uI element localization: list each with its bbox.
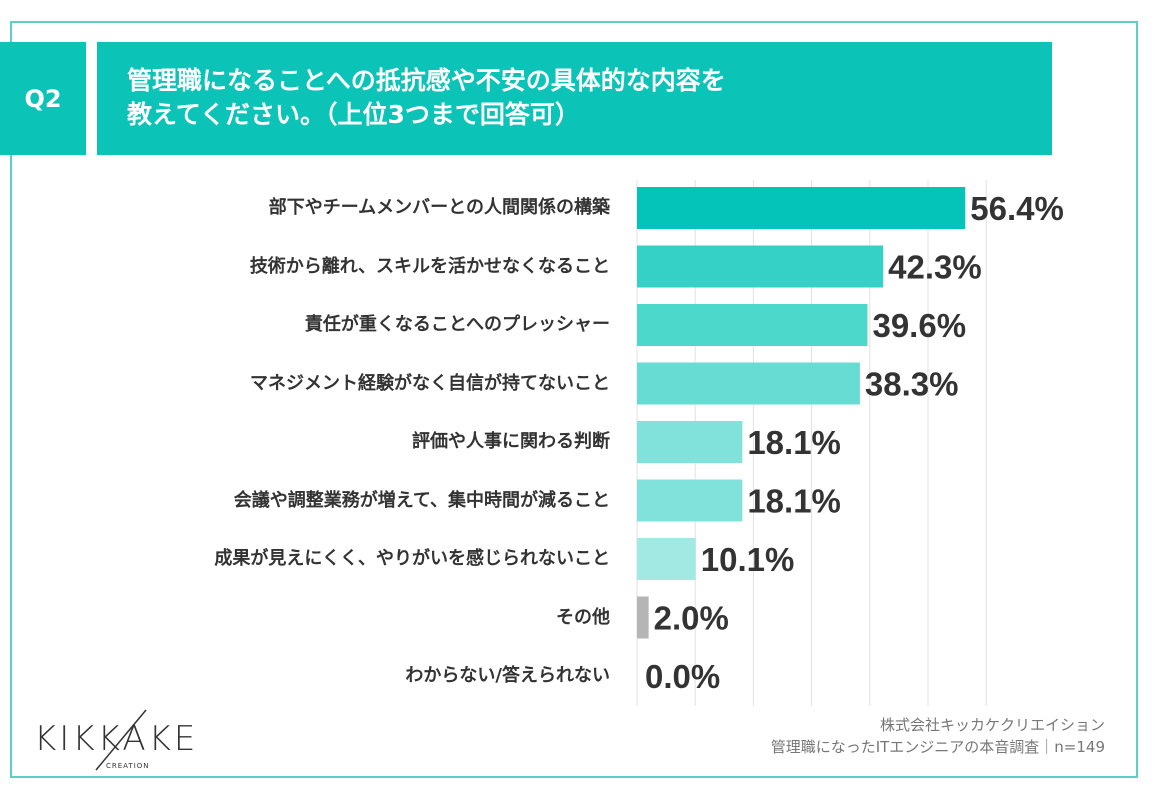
question-number: Q2: [0, 42, 86, 155]
bar: [637, 304, 868, 346]
value-label: 56.4%: [970, 190, 1064, 227]
category-label: 責任が重くなることへのプレッシャー: [304, 314, 610, 335]
bar: [637, 187, 966, 229]
title-line-2: 教えてください。（上位3つまで回答可）: [127, 100, 580, 129]
category-label: 成果が見えにくく、やりがいを感じられないこと: [214, 548, 610, 569]
bar: [637, 479, 743, 522]
category-label: わからない/答えられない: [405, 665, 610, 686]
bar: [637, 362, 860, 405]
source-note: 株式会社キッカケクリエイション 管理職になったITエンジニアの本音調査｜n=14…: [771, 714, 1105, 758]
category-label: 技術から離れ、スキルを活かせなくなること: [249, 255, 610, 277]
value-label: 18.1%: [747, 483, 841, 520]
bar: [637, 538, 696, 580]
value-label: 38.3%: [865, 366, 959, 403]
svg-text:KIKKAKE: KIKKAKE: [34, 719, 198, 759]
value-label: 10.1%: [701, 541, 795, 578]
bar: [637, 421, 743, 463]
value-label: 42.3%: [888, 249, 982, 286]
kikkake-logo: KIKKAKE CREATION: [34, 709, 198, 771]
bar: [637, 245, 884, 288]
question-title: 管理職になることへの抵抗感や不安の具体的な内容を 教えてください。（上位3つまで…: [97, 42, 1052, 155]
category-label: マネジメント経験がなく自信が持てないこと: [250, 372, 610, 394]
value-label: 0.0%: [645, 658, 720, 695]
value-label: 39.6%: [872, 307, 966, 344]
category-label: 評価や人事に関わる判断: [412, 431, 610, 452]
bar: [637, 596, 649, 639]
category-label: 部下やチームメンバーとの人間関係の構築: [268, 197, 610, 218]
category-label: 会議や調整業務が増えて、集中時間が減ること: [233, 489, 610, 511]
survey-info: 管理職になったITエンジニアの本音調査｜n=149: [770, 738, 1105, 756]
category-label: その他: [556, 606, 610, 628]
title-line-1: 管理職になることへの抵抗感や不安の具体的な内容を: [127, 66, 726, 95]
value-label: 2.0%: [654, 600, 729, 637]
value-label: 18.1%: [747, 424, 841, 461]
svg-text:CREATION: CREATION: [106, 762, 150, 770]
frame-border: [10, 21, 1138, 778]
company-name: 株式会社キッカケクリエイション: [879, 716, 1105, 734]
